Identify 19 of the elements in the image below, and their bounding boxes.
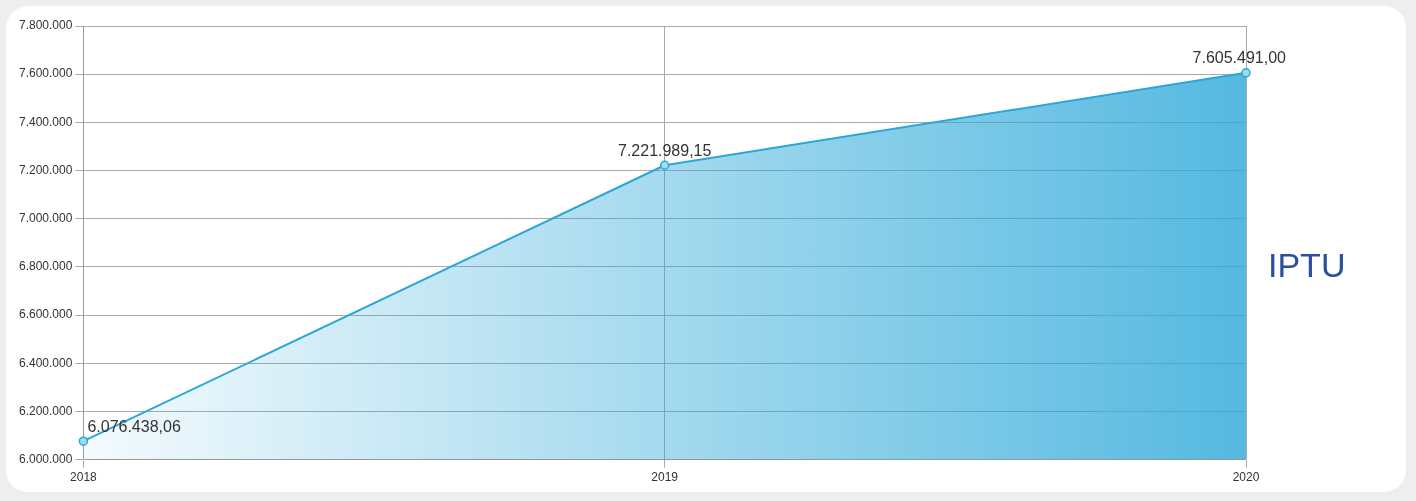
- y-tick-label: 6.400.000: [18, 355, 73, 370]
- y-tick-label: 7.800.000: [18, 18, 73, 33]
- x-tick-label: 2019: [651, 470, 679, 485]
- x-tick-label: 2020: [1232, 470, 1260, 485]
- y-tick-label: 7.000.000: [18, 211, 73, 226]
- point: [78, 436, 89, 446]
- data-label: 7.605.491,00: [1192, 49, 1287, 67]
- point: [1241, 68, 1251, 78]
- y-tick-label: 6.800.000: [18, 259, 73, 274]
- y-tick-label: 6.000.000: [18, 451, 73, 466]
- text: IPTU: [1268, 246, 1346, 285]
- data-label: 7.221.989,15: [617, 141, 712, 159]
- y-tick-label: 7.200.000: [18, 162, 73, 177]
- y-tick-label: 7.400.000: [18, 114, 73, 129]
- y-tick-label: 6.600.000: [18, 307, 73, 322]
- x-tick-label: 2018: [70, 470, 98, 485]
- y-tick-label: 7.600.000: [18, 66, 73, 81]
- point: [659, 160, 670, 170]
- y-tick-label: 6.200.000: [18, 403, 73, 418]
